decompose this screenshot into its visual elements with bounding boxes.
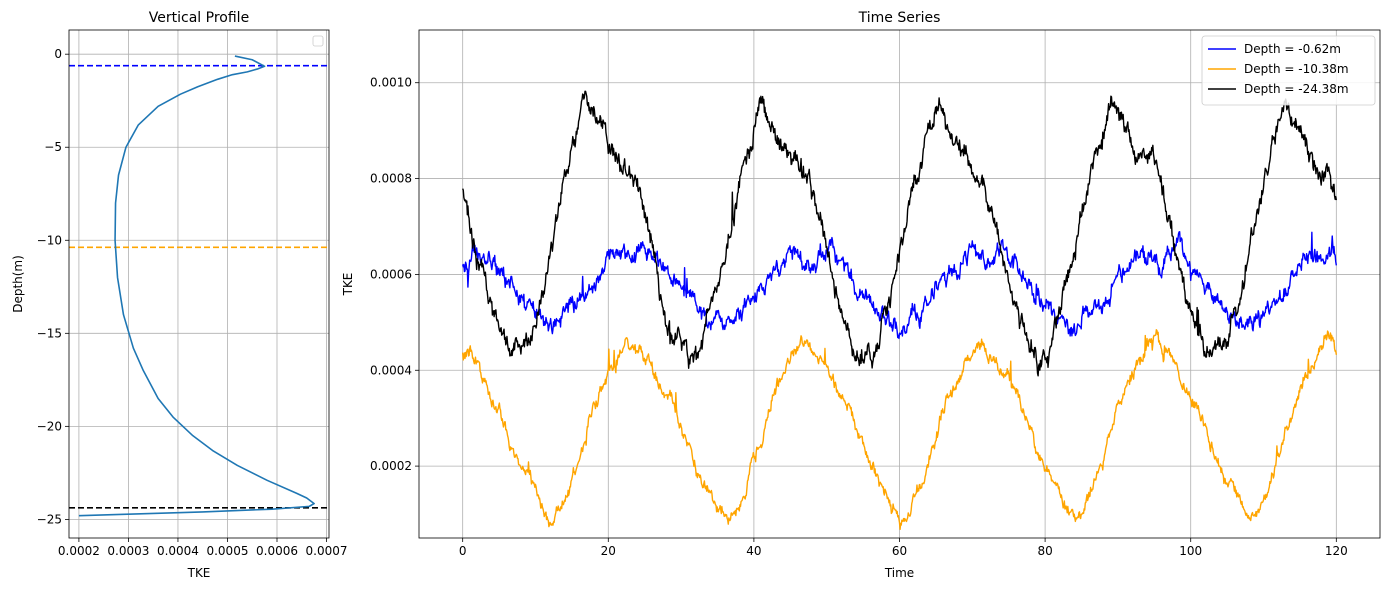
- empty-legend-box: [312, 35, 324, 47]
- time-x-tick: 40: [746, 538, 762, 558]
- time-x-tick: 120: [1325, 538, 1348, 558]
- vertical-profile-frame: [68, 29, 330, 539]
- depth-marker-lines: [69, 64, 329, 509]
- time-x-tick-label: 80: [1037, 544, 1052, 558]
- legend-entry: Depth = -0.62m: [1208, 42, 1341, 56]
- profile-x-tick-label: 0.0004: [157, 544, 199, 558]
- time-y-tick-label: 0.0002: [370, 459, 412, 473]
- profile-y-tick: −5: [44, 140, 69, 154]
- time-y-tick: 0.0004: [370, 363, 419, 377]
- profile-x-tick-label: 0.0005: [206, 544, 248, 558]
- time-series-title: Time Series: [858, 10, 941, 26]
- profile-x-tick: 0.0005: [206, 538, 248, 558]
- profile-y-tick: −15: [37, 326, 69, 340]
- legend-label: Depth = -24.38m: [1244, 82, 1349, 96]
- legend-label: Depth = -10.38m: [1244, 62, 1349, 76]
- profile-y-tick-label: −10: [37, 233, 62, 247]
- time-x-tick-label: 100: [1179, 544, 1202, 558]
- profile-x-tick: 0.0004: [157, 538, 199, 558]
- profile-x-ticks: 0.0002 0.0003 0.0004 0.0005 0.0006 0.0007: [58, 538, 348, 558]
- profile-x-tick-label: 0.0006: [256, 544, 298, 558]
- time-y-tick: 0.0002: [370, 459, 419, 473]
- time-x-axis-label: Time: [884, 566, 914, 580]
- profile-y-tick-label: 0: [54, 47, 62, 61]
- legend-entry: Depth = -24.38m: [1208, 82, 1349, 96]
- profile-y-axis-label: Depth(m): [11, 255, 25, 313]
- time-y-tick-label: 0.0008: [370, 172, 412, 186]
- time-x-tick: 20: [601, 538, 616, 558]
- profile-x-axis-label: TKE: [187, 566, 211, 580]
- time-x-tick: 0: [459, 538, 467, 558]
- profile-y-tick: −25: [37, 512, 69, 526]
- profile-y-tick-label: −15: [37, 326, 62, 340]
- legend-box: [1201, 35, 1376, 106]
- profile-x-tick: 0.0006: [256, 538, 298, 558]
- time-y-tick: 0.0006: [370, 267, 419, 281]
- profile-plot-area: [78, 55, 315, 517]
- time-x-tick-label: 40: [746, 544, 761, 558]
- legend-entry: Depth = -10.38m: [1208, 62, 1349, 76]
- profile-y-ticks: 0 −5 −10 −15 −20 −25: [37, 47, 69, 526]
- series-line-depth-10-38m: [461, 329, 1338, 530]
- time-series-legend: Depth = -0.62m Depth = -10.38m Depth = -24…: [1201, 35, 1376, 106]
- profile-y-tick: −10: [37, 233, 69, 247]
- time-series-grid: [419, 30, 1380, 538]
- time-x-tick: 60: [892, 538, 907, 558]
- time-y-tick: 0.0010: [370, 76, 419, 90]
- profile-x-tick-label: 0.0007: [306, 544, 348, 558]
- time-series-lines: [461, 90, 1338, 530]
- time-x-tick-label: 60: [892, 544, 907, 558]
- profile-y-tick-label: −20: [37, 419, 62, 433]
- time-x-tick-label: 20: [601, 544, 616, 558]
- series-line-depth-0-62m: [461, 231, 1338, 340]
- profile-y-tick-label: −5: [44, 140, 62, 154]
- profile-x-tick-label: 0.0003: [107, 544, 149, 558]
- profile-y-tick: −20: [37, 419, 69, 433]
- time-y-ticks: 0.0002 0.0004 0.0006 0.0008 0.0010: [370, 76, 419, 473]
- profile-x-tick: 0.0007: [306, 538, 348, 558]
- profile-x-tick: 0.0002: [58, 538, 100, 558]
- vertical-profile-grid: [69, 30, 329, 538]
- tke-profile-line: [78, 55, 315, 517]
- series-line-depth-24-38m: [462, 90, 1338, 377]
- time-y-tick-label: 0.0004: [370, 363, 412, 377]
- time-x-tick: 100: [1179, 538, 1202, 558]
- legend-label: Depth = -0.62m: [1244, 42, 1341, 56]
- time-x-tick-label: 120: [1325, 544, 1348, 558]
- profile-x-tick-label: 0.0002: [58, 544, 100, 558]
- time-y-axis-label: TKE: [341, 273, 355, 297]
- time-y-tick: 0.0008: [370, 172, 419, 186]
- time-y-tick-label: 0.0010: [370, 76, 412, 90]
- time-x-tick-label: 0: [459, 544, 467, 558]
- profile-y-tick-label: −25: [37, 512, 62, 526]
- time-x-ticks: 0 20 40 60 80 100 120: [459, 538, 1348, 558]
- vertical-profile-axes: 0.0002 0.0003 0.0004 0.0005 0.0006 0.0007 0 −5…: [11, 10, 348, 580]
- profile-x-tick: 0.0003: [107, 538, 149, 558]
- time-series-axes: 0 20 40 60 80 100 120 0.0002 0.0004 0.0006 0.0008…: [341, 10, 1381, 580]
- time-y-tick-label: 0.0006: [370, 267, 412, 281]
- time-x-tick: 80: [1037, 538, 1053, 558]
- vertical-profile-title: Vertical Profile: [149, 10, 249, 26]
- profile-y-tick: 0: [54, 47, 69, 61]
